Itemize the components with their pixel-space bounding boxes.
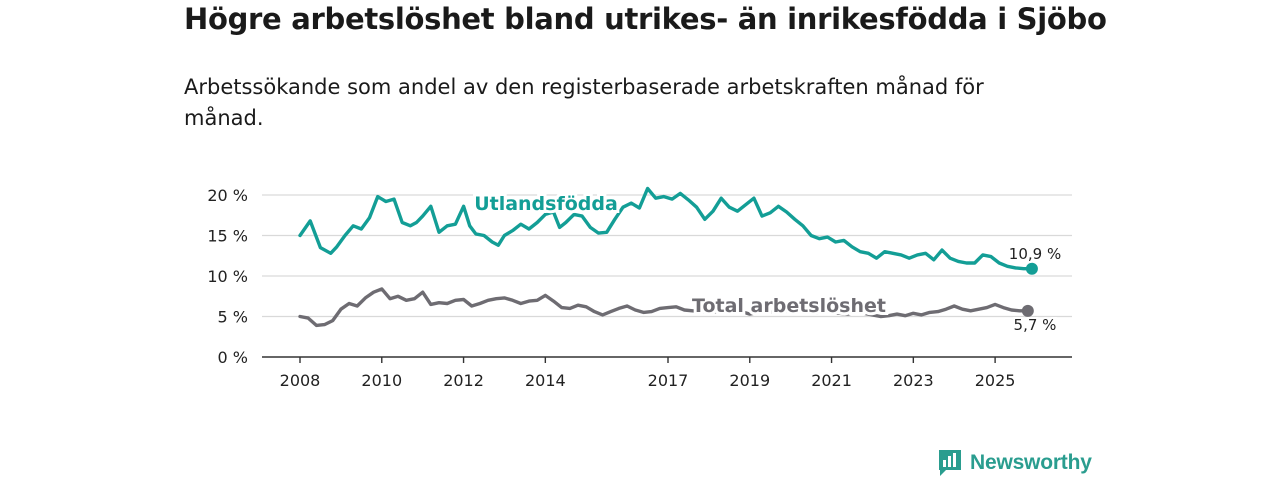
y-tick-label-20: 20 % [207,186,248,205]
x-tick-label-2019: 2019 [729,371,770,390]
series-end-dot-utlandsfodda [1025,262,1038,275]
x-tick-label-2023: 2023 [893,371,934,390]
x-tick-label-2010: 2010 [361,371,402,390]
series-label-total: Total arbetslöshet [692,295,886,317]
series-line-total [298,287,1030,328]
y-tick-label-5: 5 % [218,308,248,327]
brand-logo: Newsworthy [937,448,1092,478]
y-tick-label-15: 15 % [207,227,248,246]
series-label-utlandsfodda: Utlandsfödda [474,193,618,215]
x-tick-label-2021: 2021 [811,371,852,390]
chart-subtitle: Arbetssökande som andel av den registerb… [184,75,984,130]
y-axis-tick-labels: 0 % 5 % 10 % 15 % 20 % [207,186,248,367]
chart-title: Högre arbetslöshet bland utrikes- än inr… [184,2,1107,36]
gridlines [262,194,1072,318]
x-tick-label-2012: 2012 [443,371,484,390]
series-labels: Utlandsfödda Total arbetslöshet 10,9 % 5,7 … [471,190,1063,336]
end-label-utlandsfodda: 10,9 % [1009,245,1061,263]
x-tick-label-2014: 2014 [525,371,566,390]
series-lines [298,186,1038,328]
x-axis: 2008 2010 2012 2014 2017 2019 2021 2023 2025 [262,356,1072,390]
end-label-total: 5,7 % [1014,316,1057,334]
x-tick-label-2017: 2017 [648,371,689,390]
series-end-dot-total [1021,304,1034,317]
line-chart: 0 %5 %10 %15 %20 % 2008 2010 2012 2014 2017 2… [207,186,1072,390]
y-tick-label-0: 0 % [218,348,248,367]
x-tick-label-2008: 2008 [280,371,321,390]
newsworthy-logo-icon [939,450,961,476]
x-tick-label-2025: 2025 [975,371,1016,390]
y-tick-label-10: 10 % [207,267,248,286]
brand-name: Newsworthy [970,451,1092,474]
series-line-utlandsfodda [298,186,1034,271]
